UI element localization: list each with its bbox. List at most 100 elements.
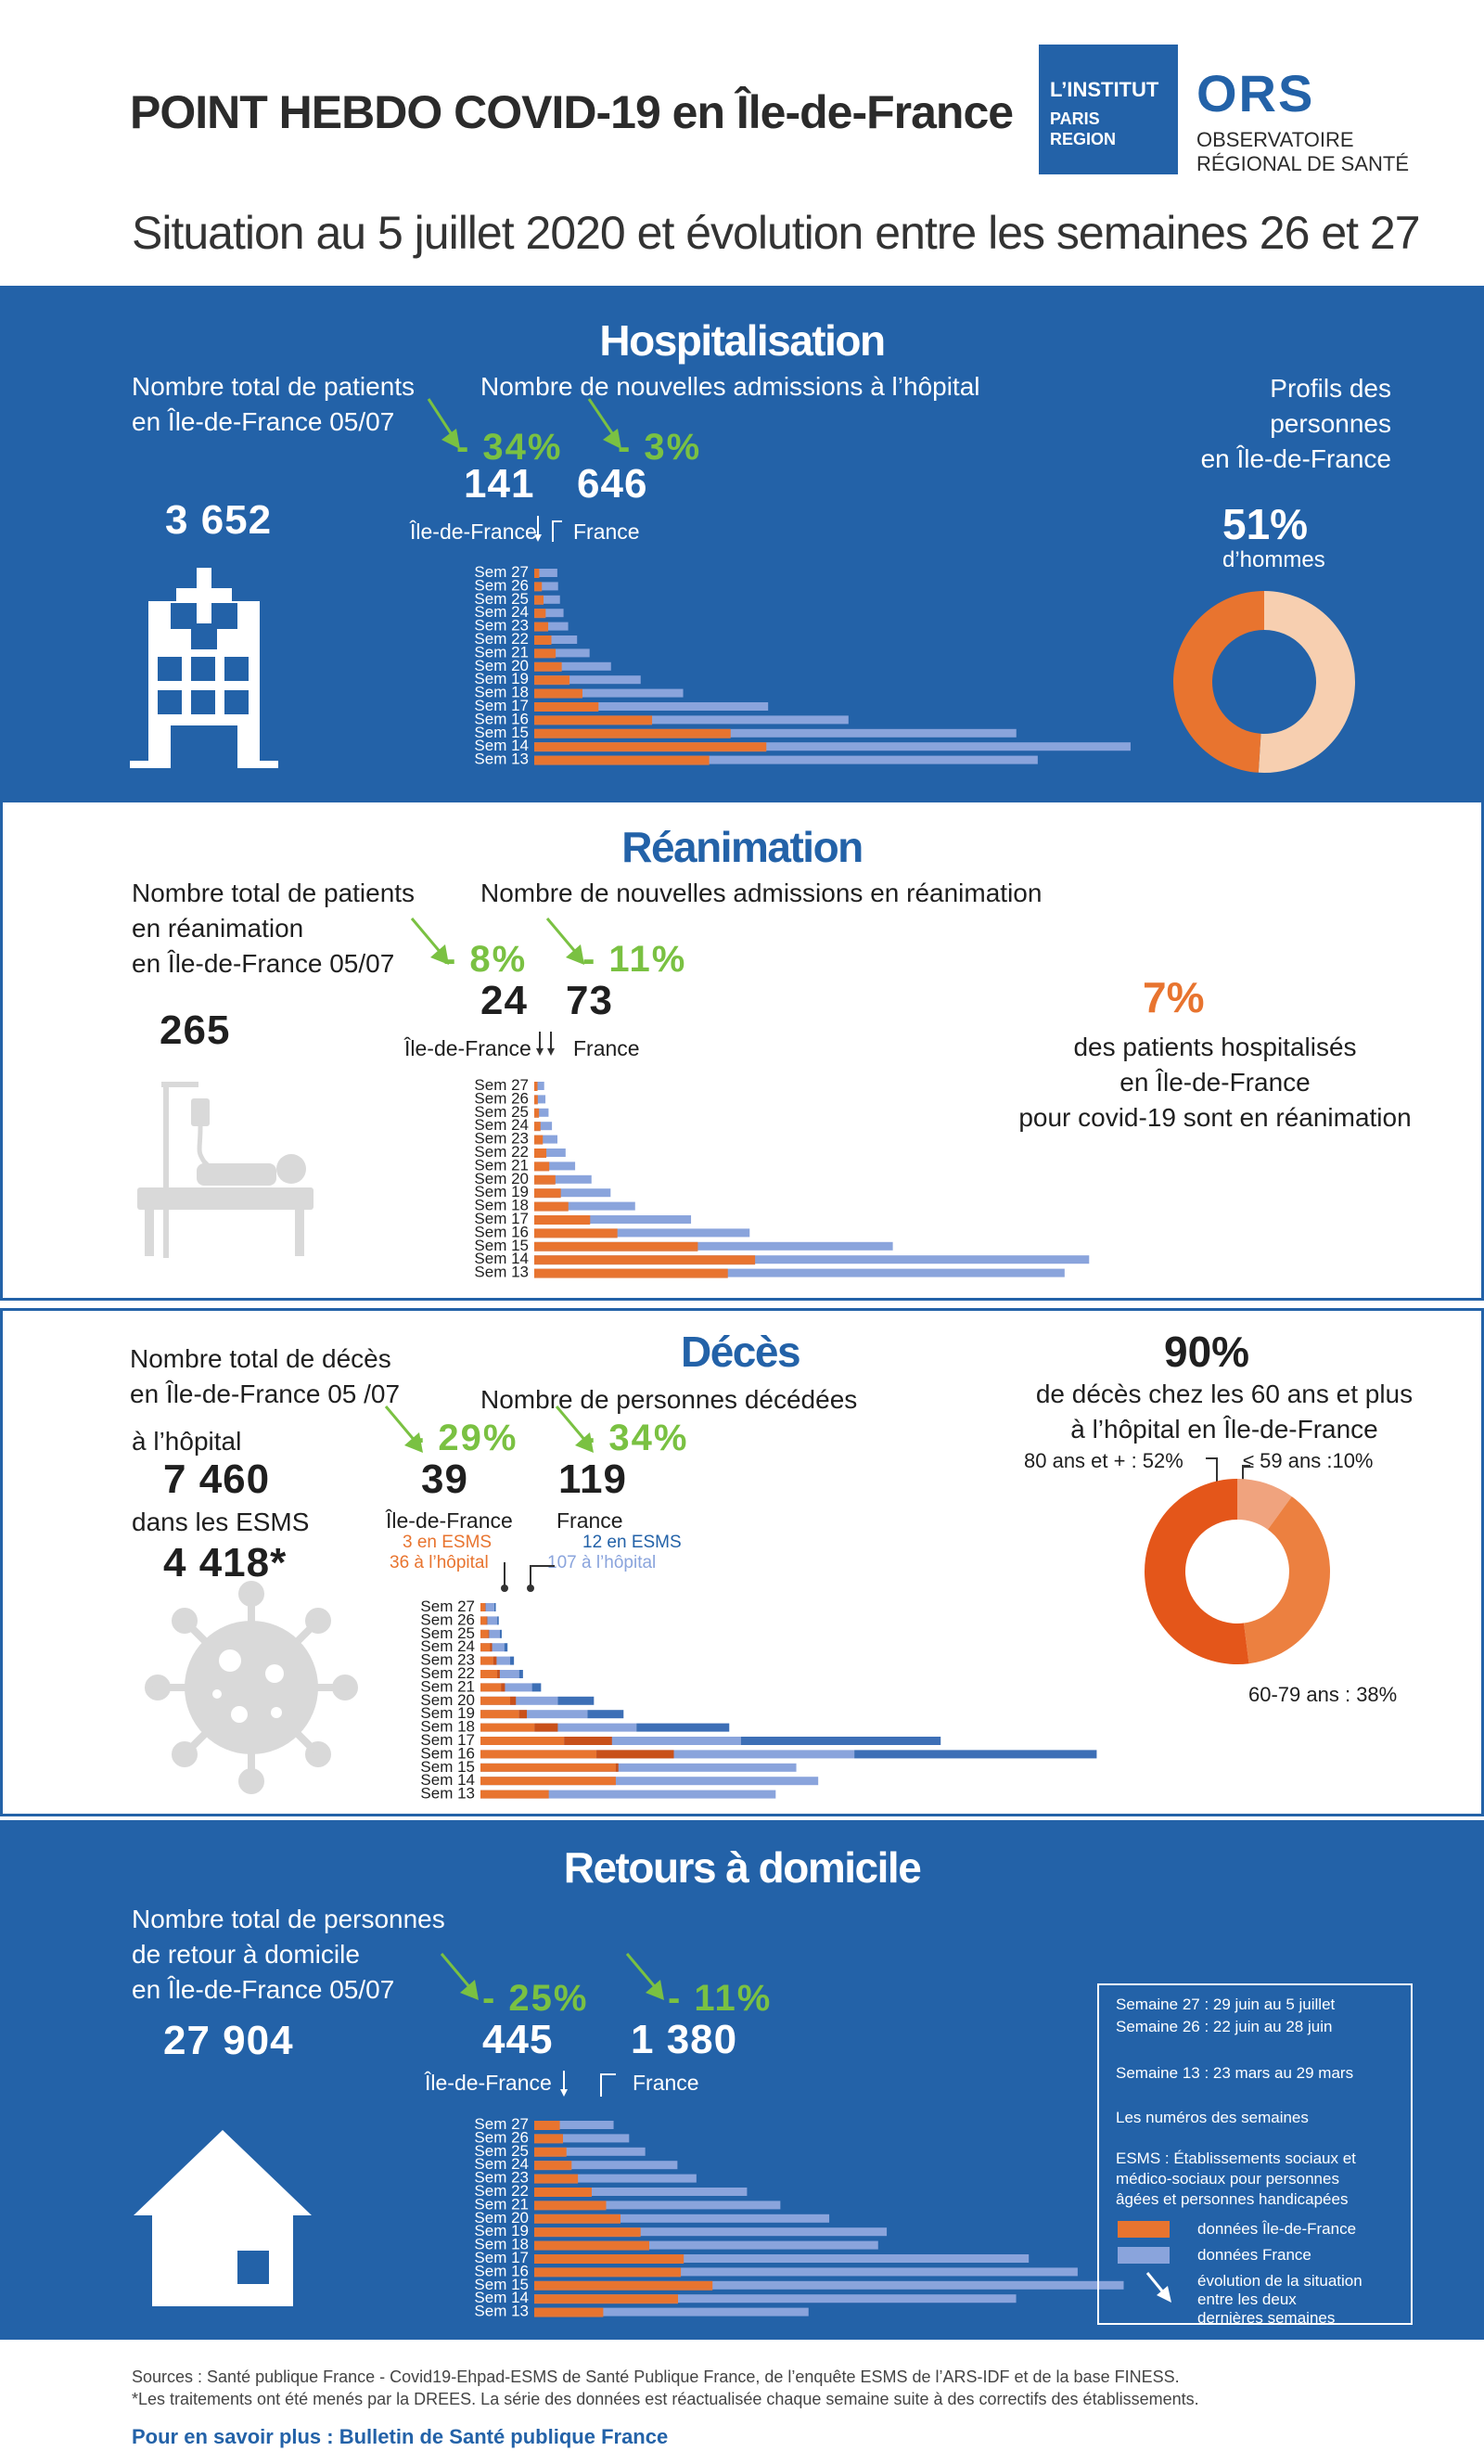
bar-idf-esms: [490, 1643, 493, 1652]
deces-hop-label: à l’hôpital: [132, 1427, 242, 1456]
week-label: Sem 24: [474, 603, 529, 621]
deces-new-label: Nombre de personnes décédées: [480, 1385, 858, 1414]
week-label: Sem 15: [474, 724, 529, 741]
bar-france: [534, 1268, 1065, 1277]
week-label: Sem 17: [420, 1731, 475, 1749]
deces-esms-total: 4 418*: [163, 1540, 288, 1585]
legend-box: Semaine 27 : 29 juin au 5 juillet Semain…: [1097, 1983, 1413, 2327]
week-label: Sem 14: [474, 737, 529, 754]
bar-france: [534, 2227, 888, 2237]
rea-new-label: Nombre de nouvelles admissions en réanim…: [480, 879, 1043, 907]
week-label: Sem 16: [474, 1223, 529, 1240]
bar-idf-top: [534, 2174, 579, 2183]
bar-idf-top: [534, 742, 767, 751]
bar-france: [534, 2121, 614, 2129]
retours-pointer-lines: [560, 2071, 616, 2097]
week-label: Sem 22: [474, 630, 529, 648]
bar-idf-top: [534, 1228, 618, 1238]
bar-france-hopital: [480, 1616, 498, 1625]
rea-pct-text-1: des patients hospitalisés: [1073, 1033, 1357, 1061]
bar-france-esms: [497, 1616, 499, 1625]
bar-idf-top: [534, 1255, 756, 1264]
legend-idf-label: données Île-de-France: [1197, 2220, 1357, 2238]
bar-france: [534, 2294, 1017, 2304]
retours-total-label-3: en Île-de-France 05/07: [132, 1975, 395, 2004]
rea-idf-label: Île-de-France: [404, 1036, 531, 1060]
ors-sub-2: RÉGIONAL DE SANTÉ: [1196, 152, 1410, 175]
bar-idf-hopital: [480, 1670, 498, 1678]
legend-evolution-3: dernières semaines: [1197, 2309, 1336, 2327]
bar-idf-top: [534, 2307, 604, 2316]
bar-france-hopital: [480, 1710, 588, 1719]
bar-france: [534, 569, 557, 577]
bar-idf-esms: [534, 1723, 558, 1732]
bar-france-esms: [518, 1670, 523, 1678]
deces-age-80: 80 ans et + : 52%: [1024, 1449, 1183, 1472]
donut-slice: [1244, 1496, 1330, 1664]
legend-esms-2: médico-sociaux pour personnes: [1116, 2170, 1339, 2188]
week-label: Sem 26: [420, 1611, 475, 1628]
week-label: Sem 23: [474, 617, 529, 635]
bar-france-esms: [509, 1656, 515, 1665]
rea-total-label-3: en Île-de-France 05/07: [132, 949, 395, 978]
week-label: Sem 18: [420, 1718, 475, 1736]
deces-total-label-1: Nombre total de décès: [130, 1344, 391, 1373]
bar-idf-hopital: [480, 1656, 493, 1665]
week-label: Sem 21: [474, 2195, 529, 2213]
bar-idf-top: [534, 2134, 563, 2143]
bar-idf-esms: [615, 1763, 619, 1772]
bar-idf-top: [534, 688, 582, 698]
rea-idf-change: - 8%: [443, 939, 528, 980]
bar-idf-top: [534, 1135, 544, 1144]
bar-france: [534, 648, 590, 658]
week-label: Sem 17: [474, 2249, 529, 2266]
retours-idf-change: - 25%: [482, 1978, 589, 2019]
bar-france: [534, 2254, 1030, 2263]
deces-pct-text: de décès chez les 60 ans et plus à l’hôp…: [992, 1377, 1456, 1447]
hosp-idf-label: Île-de-France: [410, 520, 537, 544]
institut-paris-region-logo: L’INSTITUT PARIS REGION: [1039, 45, 1178, 174]
bar-idf-top: [534, 635, 552, 644]
bar-idf-top: [534, 1241, 698, 1251]
legend-evolution-1: évolution de la situation: [1197, 2272, 1362, 2290]
bar-france: [534, 1188, 611, 1198]
week-label: Sem 24: [474, 2155, 529, 2173]
bar-idf-top: [534, 2121, 560, 2129]
bar-idf-top: [534, 2188, 592, 2196]
legend-esms-1: ESMS : Établissements sociaux et: [1116, 2150, 1356, 2167]
week-label: Sem 14: [420, 1771, 475, 1789]
bar-france: [534, 742, 1131, 751]
hosp-total-label-2: en Île-de-France 05/07: [132, 407, 395, 436]
bar-france-esms: [587, 1710, 624, 1719]
bar-france: [534, 2161, 678, 2170]
bar-france-hopital: [480, 1603, 494, 1611]
week-label: Sem 14: [474, 2289, 529, 2306]
week-label: Sem 22: [420, 1664, 475, 1682]
retours-total-label-1: Nombre total de personnes: [132, 1905, 445, 1933]
deces-fr-hop: 107 à l’hôpital: [547, 1553, 657, 1572]
bar-idf-esms: [518, 1710, 528, 1719]
week-label: Sem 23: [474, 1130, 529, 1148]
footer-link[interactable]: Pour en savoir plus : Bulletin de Santé …: [132, 2425, 669, 2448]
retours-title: Retours à domicile: [563, 1843, 922, 1892]
deces-trend-arrows: [384, 1405, 594, 1453]
bar-france: [534, 635, 578, 644]
bar-idf-hopital: [480, 1696, 510, 1705]
bar-idf-top: [534, 2294, 678, 2304]
hosp-total-label: Nombre total de patients en Île-de-Franc…: [132, 369, 415, 440]
week-label: Sem 23: [420, 1651, 475, 1669]
hosp-total-label-1: Nombre total de patients: [132, 372, 416, 401]
week-label: Sem 13: [474, 751, 529, 768]
retours-idf-value: 445: [482, 2017, 554, 2062]
bar-france: [534, 728, 1017, 738]
week-label: Sem 20: [474, 1170, 529, 1187]
retours-total-label-2: de retour à domicile: [132, 1940, 360, 1969]
bar-idf-top: [534, 2214, 620, 2223]
week-label: Sem 19: [420, 1704, 475, 1722]
deces-total-label-2: en Île-de-France 05 /07: [130, 1380, 401, 1408]
hosp-men-pct: 51%: [1222, 500, 1309, 548]
bar-france: [534, 2280, 1124, 2290]
week-label: Sem 20: [474, 2209, 529, 2227]
deces-idf-esms: 3 en ESMS: [403, 1533, 493, 1552]
bar-france-hopital: [480, 1763, 797, 1772]
